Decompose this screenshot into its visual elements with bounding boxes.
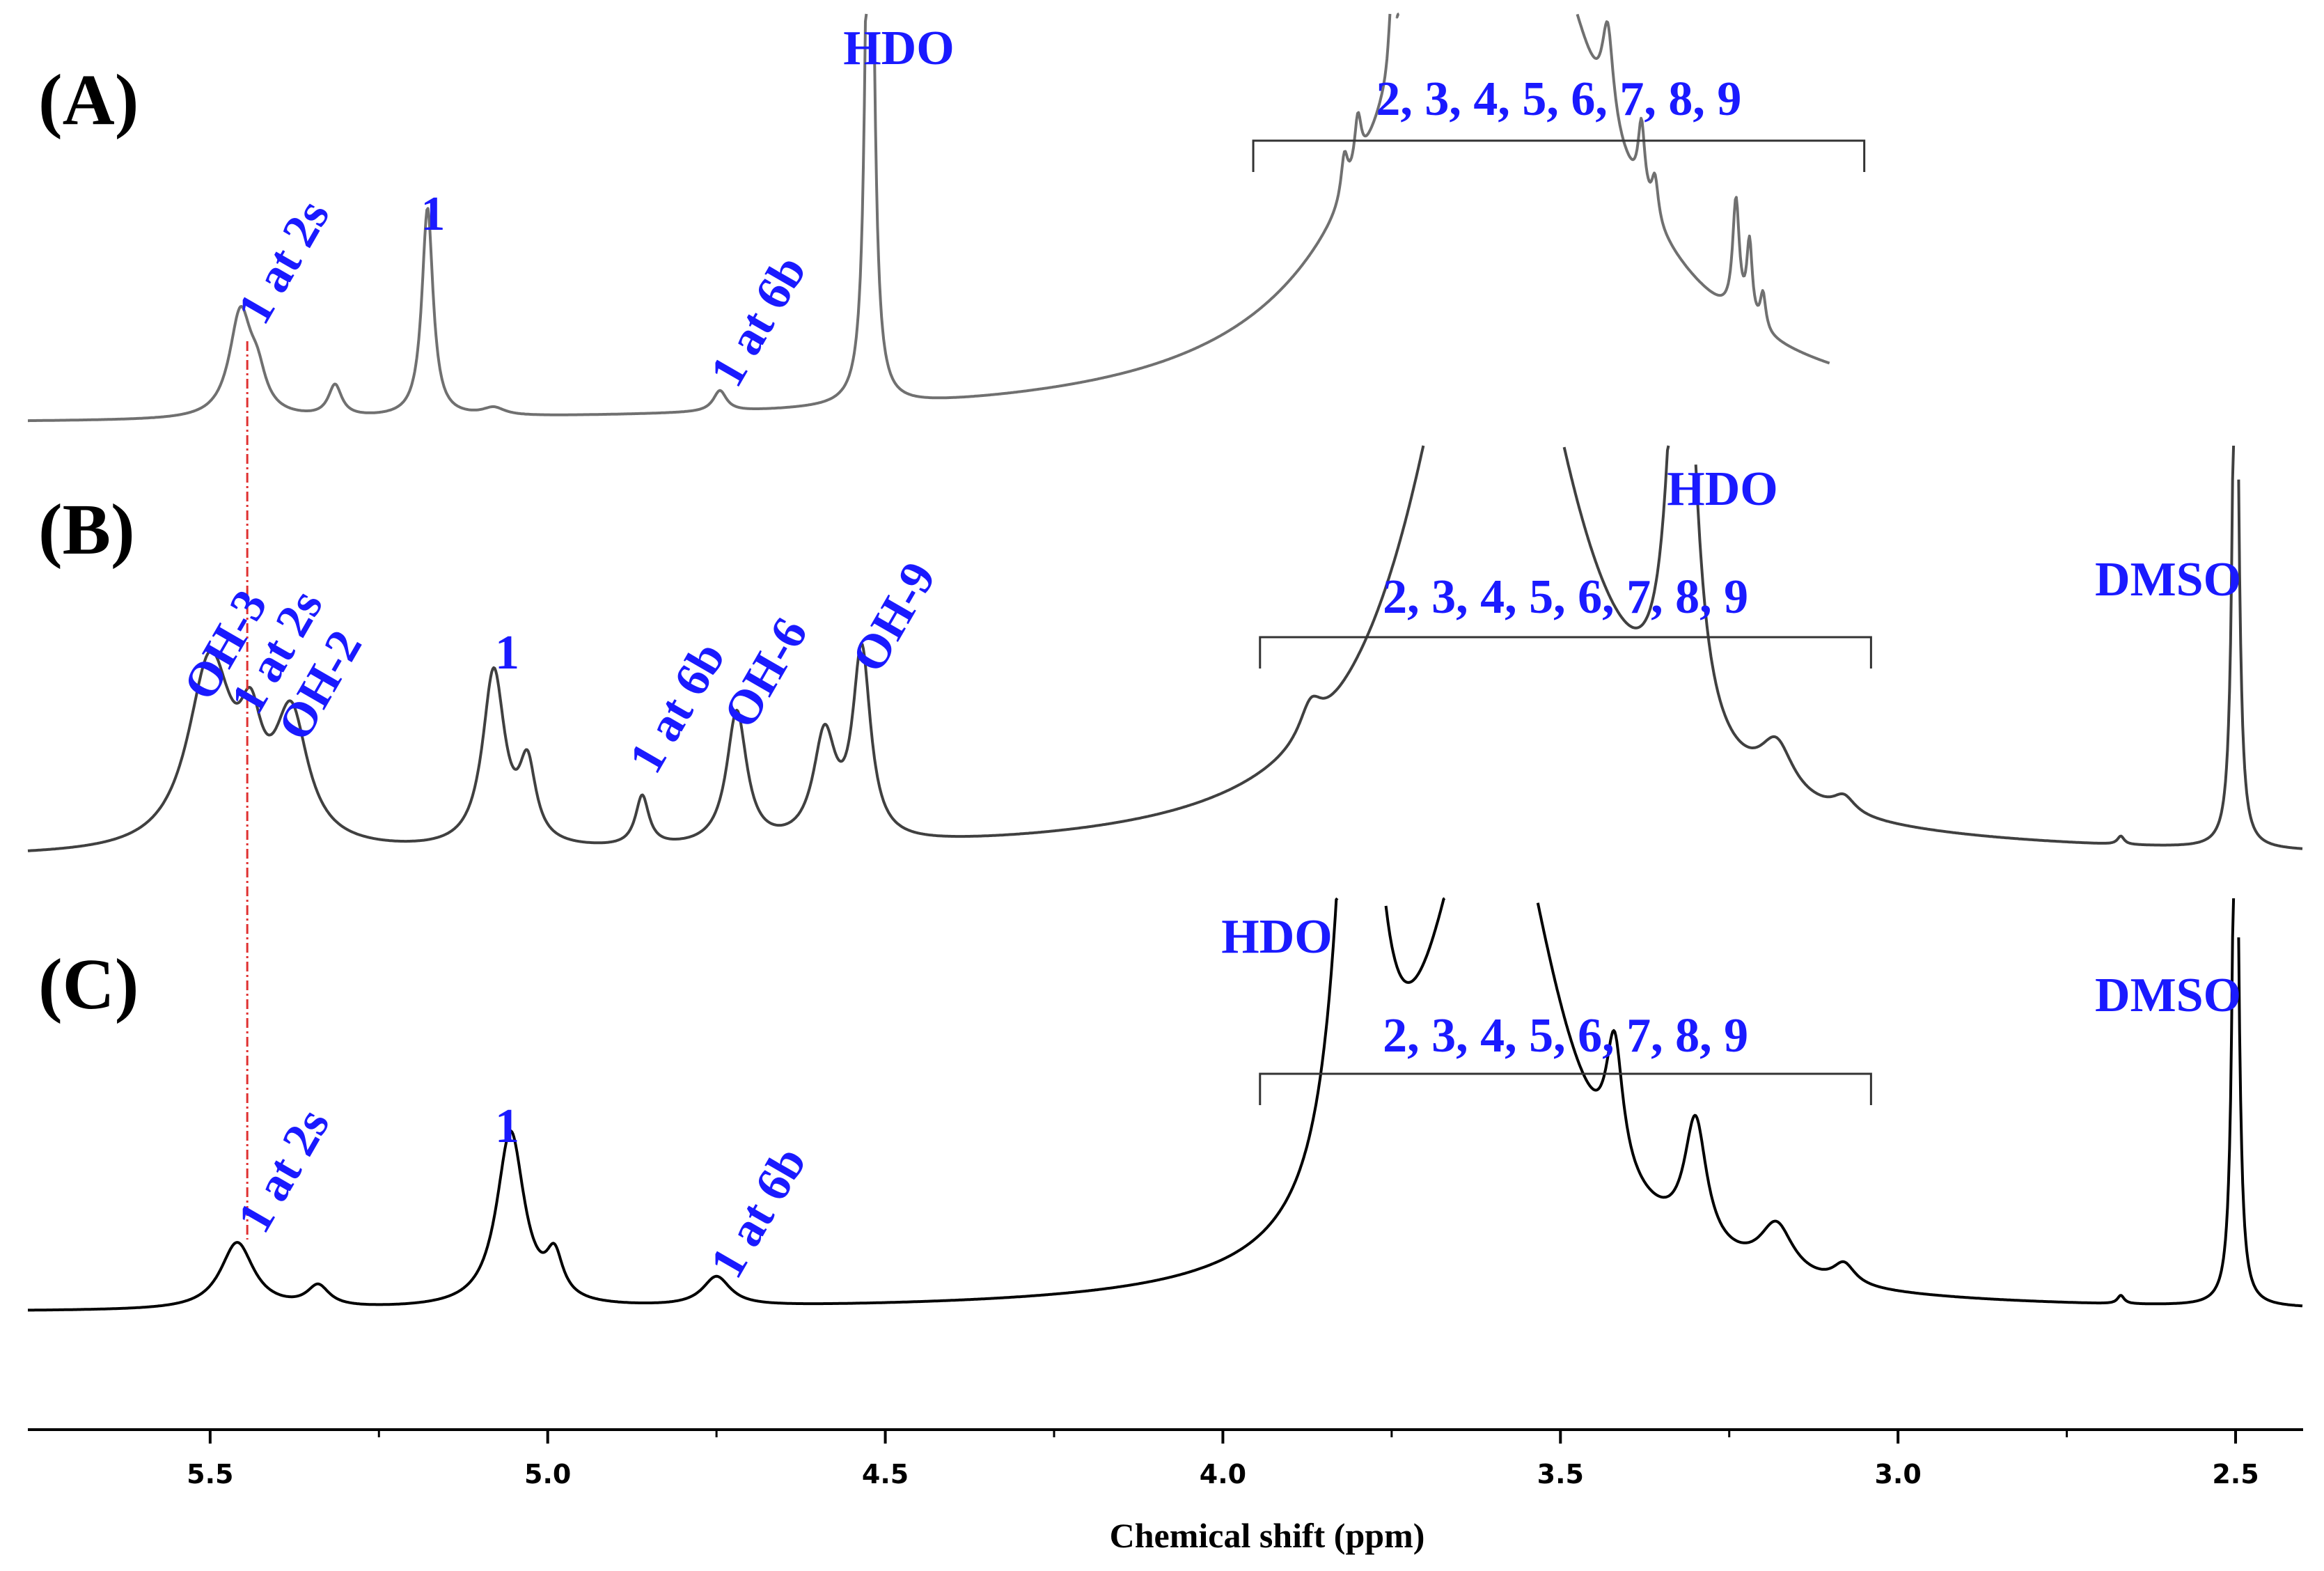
panel-label-a: (A) xyxy=(38,60,139,140)
x-tick-label: 2.5 xyxy=(2212,1459,2259,1490)
peak-label-a-1: 1 xyxy=(421,187,445,241)
spectrum-line-b xyxy=(27,445,2303,852)
x-tick-label: 5.0 xyxy=(524,1459,571,1490)
panel-label-c: (C) xyxy=(38,944,139,1024)
peak-label-b-oh-6: OH-6 xyxy=(714,609,818,737)
x-tick-label: 4.5 xyxy=(862,1459,909,1490)
bracket-a xyxy=(1252,139,1866,172)
x-tick-label: 4.0 xyxy=(1200,1459,1246,1490)
peak-label-a-1-at-2s: 1 at 2s xyxy=(228,191,340,333)
x-tick-label: 3.5 xyxy=(1537,1459,1584,1490)
peak-label-b-dmso: DMSO xyxy=(2095,553,2241,607)
peak-label-b-oh-9: OH-9 xyxy=(842,554,946,681)
bracket-b xyxy=(1259,636,1872,669)
spectrum-line-c xyxy=(27,897,2303,1312)
peak-label-c-1: 1 xyxy=(495,1100,519,1153)
peak-label-b-hdo: HDO xyxy=(1667,462,1777,516)
peak-label-a-hdo: HDO xyxy=(843,22,954,75)
bracket-label-a: 2, 3, 4, 5, 6, 7, 8, 9 xyxy=(1376,72,1741,126)
peak-label-a-1-at-6b: 1 at 6b xyxy=(700,247,817,396)
bracket-layer: 2, 3, 4, 5, 6, 7, 8, 9 2, 3, 4, 5, 6, 7, … xyxy=(1252,72,1872,1105)
peak-label-c-dmso: DMSO xyxy=(2095,969,2241,1022)
peak-label-c-hdo: HDO xyxy=(1221,910,1332,964)
x-tick-label: 3.0 xyxy=(1874,1459,1921,1490)
bracket-label-b: 2, 3, 4, 5, 6, 7, 8, 9 xyxy=(1383,570,1748,624)
peak-label-c-1-at-6b: 1 at 6b xyxy=(700,1138,817,1287)
peak-label-c-1-at-2s: 1 at 2s xyxy=(228,1100,340,1242)
panel-label-b: (B) xyxy=(38,490,135,570)
spectrum-line-a xyxy=(27,13,1830,423)
x-axis: 5.5 5.0 4.5 4.0 3.5 3.0 2.5 xyxy=(28,1428,2303,1490)
spectra-layer xyxy=(27,13,2303,1312)
bracket-c xyxy=(1259,1072,1872,1105)
peak-label-b-1: 1 xyxy=(495,626,519,680)
panel-label-layer: (A) (B) (C) xyxy=(38,60,139,1024)
bracket-label-c: 2, 3, 4, 5, 6, 7, 8, 9 xyxy=(1383,1009,1748,1063)
x-axis-title: Chemical shift (ppm) xyxy=(1110,1516,1425,1555)
x-tick-label: 5.5 xyxy=(187,1459,233,1490)
